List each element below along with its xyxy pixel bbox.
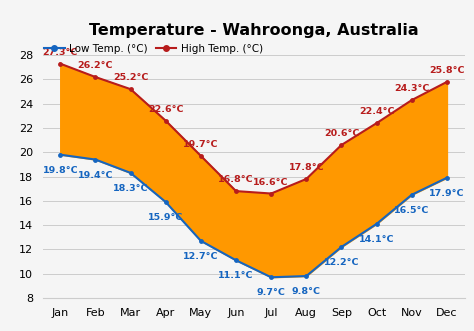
Text: 19.8°C: 19.8°C: [43, 166, 78, 175]
Text: 12.7°C: 12.7°C: [183, 252, 219, 261]
Text: 27.3°C: 27.3°C: [43, 48, 78, 57]
Text: 9.8°C: 9.8°C: [292, 287, 321, 296]
Text: 15.9°C: 15.9°C: [148, 213, 183, 222]
Text: 22.6°C: 22.6°C: [148, 105, 183, 114]
Text: 19.7°C: 19.7°C: [183, 140, 219, 149]
Text: 17.9°C: 17.9°C: [429, 189, 465, 198]
Text: 16.5°C: 16.5°C: [394, 206, 429, 215]
Text: 26.2°C: 26.2°C: [78, 61, 113, 70]
Text: 20.6°C: 20.6°C: [324, 129, 359, 138]
Text: 19.4°C: 19.4°C: [78, 171, 113, 180]
Text: 25.2°C: 25.2°C: [113, 73, 148, 82]
Text: 24.3°C: 24.3°C: [394, 84, 429, 93]
Text: 16.6°C: 16.6°C: [254, 177, 289, 187]
Legend: Low Temp. (°C), High Temp. (°C): Low Temp. (°C), High Temp. (°C): [44, 44, 263, 54]
Text: 9.7°C: 9.7°C: [257, 288, 286, 297]
Text: 22.4°C: 22.4°C: [359, 107, 394, 116]
Text: 14.1°C: 14.1°C: [359, 235, 394, 244]
Text: 16.8°C: 16.8°C: [218, 175, 254, 184]
Text: 12.2°C: 12.2°C: [324, 258, 359, 267]
Text: 11.1°C: 11.1°C: [218, 271, 254, 280]
Text: 17.8°C: 17.8°C: [289, 163, 324, 172]
Text: 25.8°C: 25.8°C: [429, 66, 465, 75]
Title: Temperature - Wahroonga, Australia: Temperature - Wahroonga, Australia: [89, 23, 419, 38]
Text: 18.3°C: 18.3°C: [113, 184, 148, 193]
